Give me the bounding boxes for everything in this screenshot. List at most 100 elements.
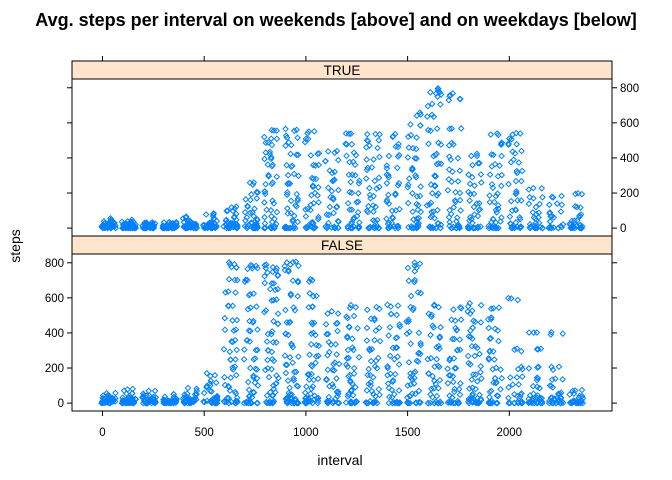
data-point bbox=[309, 383, 317, 390]
data-point bbox=[457, 95, 464, 103]
data-point bbox=[445, 153, 453, 160]
data-point bbox=[487, 305, 495, 313]
data-point bbox=[384, 363, 391, 370]
data-point bbox=[302, 135, 310, 143]
data-point bbox=[352, 151, 360, 159]
data-point bbox=[371, 399, 378, 406]
data-point bbox=[268, 280, 276, 287]
data-point bbox=[269, 268, 277, 276]
data-point bbox=[101, 223, 109, 231]
data-point bbox=[411, 154, 419, 162]
data-point bbox=[334, 393, 341, 400]
y-tick-label: 400 bbox=[620, 153, 639, 165]
data-point bbox=[430, 302, 438, 310]
data-point bbox=[270, 317, 277, 325]
data-point bbox=[389, 133, 397, 141]
data-point bbox=[119, 224, 126, 232]
data-point bbox=[494, 173, 502, 180]
data-point bbox=[427, 199, 435, 207]
data-point bbox=[396, 399, 403, 407]
data-point bbox=[432, 173, 440, 180]
panel-false: FALSE 0 200 400 600 800 bbox=[45, 235, 617, 412]
data-point bbox=[363, 306, 371, 314]
data-point bbox=[409, 164, 416, 172]
data-point bbox=[370, 208, 377, 216]
data-point bbox=[413, 215, 421, 222]
data-point bbox=[415, 387, 423, 395]
data-point bbox=[206, 387, 214, 395]
data-point bbox=[343, 361, 350, 368]
y-tick-label: 200 bbox=[45, 363, 64, 375]
data-point bbox=[526, 398, 534, 406]
data-point bbox=[538, 399, 546, 407]
data-point bbox=[314, 397, 322, 405]
data-point bbox=[353, 199, 361, 206]
data-point bbox=[264, 356, 271, 364]
data-point bbox=[346, 304, 354, 312]
data-point bbox=[323, 224, 331, 232]
data-point bbox=[417, 350, 424, 358]
data-point bbox=[331, 359, 339, 366]
data-point bbox=[437, 399, 445, 407]
data-point bbox=[451, 388, 458, 396]
data-point bbox=[451, 364, 459, 372]
data-point bbox=[223, 207, 230, 215]
data-point bbox=[394, 353, 401, 361]
data-point bbox=[123, 390, 130, 397]
data-point bbox=[454, 154, 462, 162]
data-point bbox=[406, 392, 414, 400]
data-point bbox=[530, 214, 538, 221]
data-point bbox=[287, 261, 294, 268]
x-tick-label: 1500 bbox=[395, 427, 421, 439]
data-point bbox=[498, 374, 506, 382]
data-point bbox=[344, 346, 352, 354]
data-point bbox=[170, 224, 178, 231]
data-point bbox=[571, 217, 578, 224]
data-point bbox=[437, 91, 445, 98]
data-point bbox=[449, 394, 456, 401]
data-point bbox=[294, 134, 301, 142]
data-point bbox=[546, 201, 553, 209]
data-point bbox=[310, 175, 317, 183]
data-point bbox=[208, 388, 215, 395]
data-point bbox=[241, 208, 249, 216]
data-point bbox=[466, 180, 474, 188]
data-point bbox=[353, 212, 361, 220]
data-point bbox=[534, 346, 542, 353]
data-point bbox=[475, 399, 483, 407]
data-point bbox=[365, 365, 373, 373]
data-point bbox=[486, 198, 494, 206]
data-point bbox=[476, 159, 483, 167]
data-point bbox=[348, 140, 356, 148]
data-point bbox=[286, 353, 294, 361]
data-point bbox=[416, 109, 424, 117]
data-point bbox=[519, 365, 526, 373]
data-point bbox=[437, 224, 444, 232]
data-point bbox=[571, 387, 579, 394]
data-point bbox=[531, 222, 539, 230]
data-point bbox=[394, 143, 402, 151]
data-point bbox=[294, 151, 302, 159]
data-point bbox=[220, 223, 227, 230]
data-point bbox=[427, 89, 434, 96]
data-point bbox=[304, 398, 311, 405]
data-point bbox=[423, 113, 431, 120]
data-point bbox=[307, 340, 315, 348]
data-point bbox=[473, 152, 481, 160]
data-point bbox=[291, 368, 298, 376]
data-point bbox=[282, 142, 289, 150]
data-point bbox=[231, 205, 239, 212]
data-point bbox=[406, 328, 413, 336]
data-point bbox=[249, 319, 257, 326]
data-point bbox=[331, 149, 339, 156]
data-point bbox=[548, 376, 556, 383]
data-point bbox=[369, 217, 377, 224]
data-point bbox=[315, 352, 322, 360]
data-point bbox=[428, 385, 435, 393]
data-point bbox=[347, 130, 355, 138]
data-point bbox=[498, 139, 506, 146]
data-point bbox=[427, 127, 434, 135]
data-point bbox=[203, 382, 211, 390]
data-point bbox=[566, 391, 573, 398]
data-point bbox=[131, 224, 138, 232]
